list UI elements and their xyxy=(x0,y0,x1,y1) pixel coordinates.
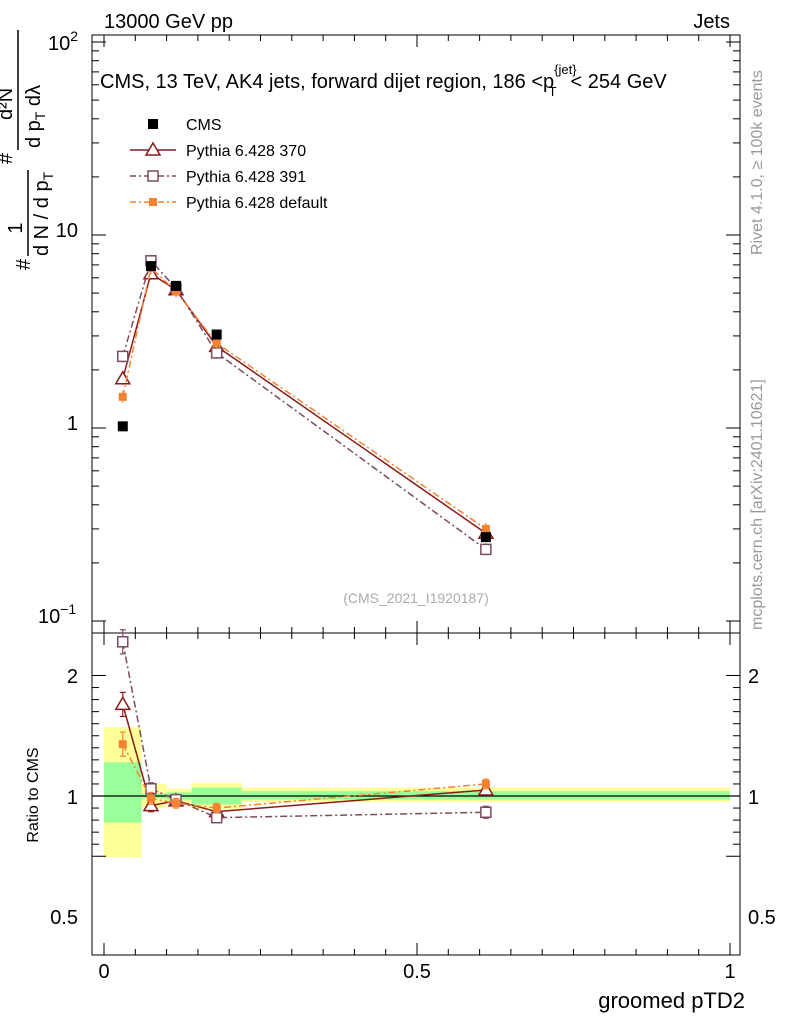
x-tick-0.5: 0.5 xyxy=(403,961,431,983)
x-tick-1: 1 xyxy=(724,961,735,983)
ratio-plot-frame xyxy=(91,632,741,956)
ylabel-deriv-num: d²N xyxy=(0,88,17,120)
data-point xyxy=(145,261,156,272)
series-point xyxy=(118,392,127,401)
legend-item-cms: CMS xyxy=(148,117,222,134)
y-tick-label-1: 1 xyxy=(67,413,78,435)
legend-label-391: Pythia 6.428 391 xyxy=(186,169,306,186)
series-point xyxy=(117,350,129,363)
series-line-2 xyxy=(122,266,487,530)
y-tick-label-0.1: 10−1 xyxy=(38,601,76,628)
ratio-point xyxy=(210,811,223,824)
y-tick-label-100: 102 xyxy=(48,28,78,55)
series-line-1 xyxy=(122,259,487,550)
main-series xyxy=(114,254,495,556)
ylabel-hash-1: # xyxy=(13,258,35,270)
x-tick-0: 0 xyxy=(98,961,109,983)
uncertainty-bands xyxy=(92,727,740,858)
ratio-point xyxy=(171,799,180,808)
data-point xyxy=(480,532,491,543)
ylabel-deriv-den-tail: dλ xyxy=(23,85,45,112)
legend-label-default: Pythia 6.428 default xyxy=(186,195,328,212)
ratio-tick-1: 1 xyxy=(67,787,78,809)
title-sup: {jet} xyxy=(554,62,577,77)
ratio-y-label: Ratio to CMS xyxy=(25,747,42,842)
series-point xyxy=(210,347,223,359)
title-sub: T xyxy=(549,84,557,99)
ratio-tick-right-2: 2 xyxy=(748,666,759,688)
ratio-point xyxy=(117,636,129,648)
title-tail: < 254 GeV xyxy=(571,71,668,93)
ratio-point xyxy=(481,779,490,788)
chart-title: CMS, 13 TeV, AK4 jets, forward dijet reg… xyxy=(100,62,667,99)
ratio-tick-right-1: 1 xyxy=(748,787,759,809)
svg-text:#: # xyxy=(13,258,35,270)
ratio-point xyxy=(146,794,155,803)
header-left: 13000 GeV pp xyxy=(104,11,233,33)
main-y-label: # 1 d N / d pT # d²N d pT dλ xyxy=(0,30,56,270)
ratio-y-tick-labels: 0.5 1 2 0.5 1 2 xyxy=(50,666,776,929)
ylabel-frac-num: 1 xyxy=(5,222,27,233)
legend-item-pythia-370: Pythia 6.428 370 xyxy=(130,141,306,160)
series-point xyxy=(212,339,221,348)
mcplots-label: mcplots.cern.ch [arXiv:2401.10621] xyxy=(749,379,766,630)
y-tick-label-10: 10 xyxy=(56,220,78,242)
x-tick-labels: 0 0.5 1 xyxy=(98,961,735,983)
main-y-tick-labels: 10−1 1 10 102 xyxy=(38,28,78,628)
ylabel-deriv-den-sub: T xyxy=(32,111,48,120)
series-point xyxy=(480,543,492,556)
series-point xyxy=(171,287,180,296)
ratio-point xyxy=(480,806,492,819)
data-point xyxy=(170,280,181,291)
x-axis-label: groomed pTD2 xyxy=(598,988,745,1013)
svg-text:d pT dλ: d pT dλ xyxy=(23,85,48,148)
ylabel-deriv-den: d p xyxy=(23,120,45,148)
analysis-id: (CMS_2021_I1920187) xyxy=(343,590,489,606)
data-point xyxy=(211,329,222,340)
ratio-point xyxy=(118,740,127,749)
ylabel-hash-2: # xyxy=(0,152,17,164)
legend-item-pythia-391: Pythia 6.428 391 xyxy=(130,169,306,186)
series-line-0 xyxy=(122,272,487,534)
ratio-point xyxy=(114,695,132,711)
svg-text:d N / d pT: d N / d pT xyxy=(31,171,56,256)
ratio-point xyxy=(212,804,221,813)
axis-ticks xyxy=(92,35,740,955)
ratio-series xyxy=(114,629,495,824)
stat-band-0 xyxy=(104,762,142,823)
header-right: Jets xyxy=(693,11,730,33)
legend: CMS Pythia 6.428 370 Pythia 6.428 391 Py… xyxy=(130,117,328,212)
series-point xyxy=(481,524,490,533)
ratio-tick-right-0.5: 0.5 xyxy=(748,907,776,929)
ratio-tick-2: 2 xyxy=(67,666,78,688)
data-point xyxy=(117,421,128,432)
ylabel-frac-den-sub: T xyxy=(40,171,56,180)
ratio-tick-0.5: 0.5 xyxy=(50,907,78,929)
legend-label-370: Pythia 6.428 370 xyxy=(186,143,306,160)
rivet-label: Rivet 4.1.0, ≥ 100k events xyxy=(749,70,766,255)
legend-item-pythia-default: Pythia 6.428 default xyxy=(130,195,328,212)
legend-label-cms: CMS xyxy=(186,117,222,134)
ylabel-frac-den: d N / d p xyxy=(31,180,53,256)
